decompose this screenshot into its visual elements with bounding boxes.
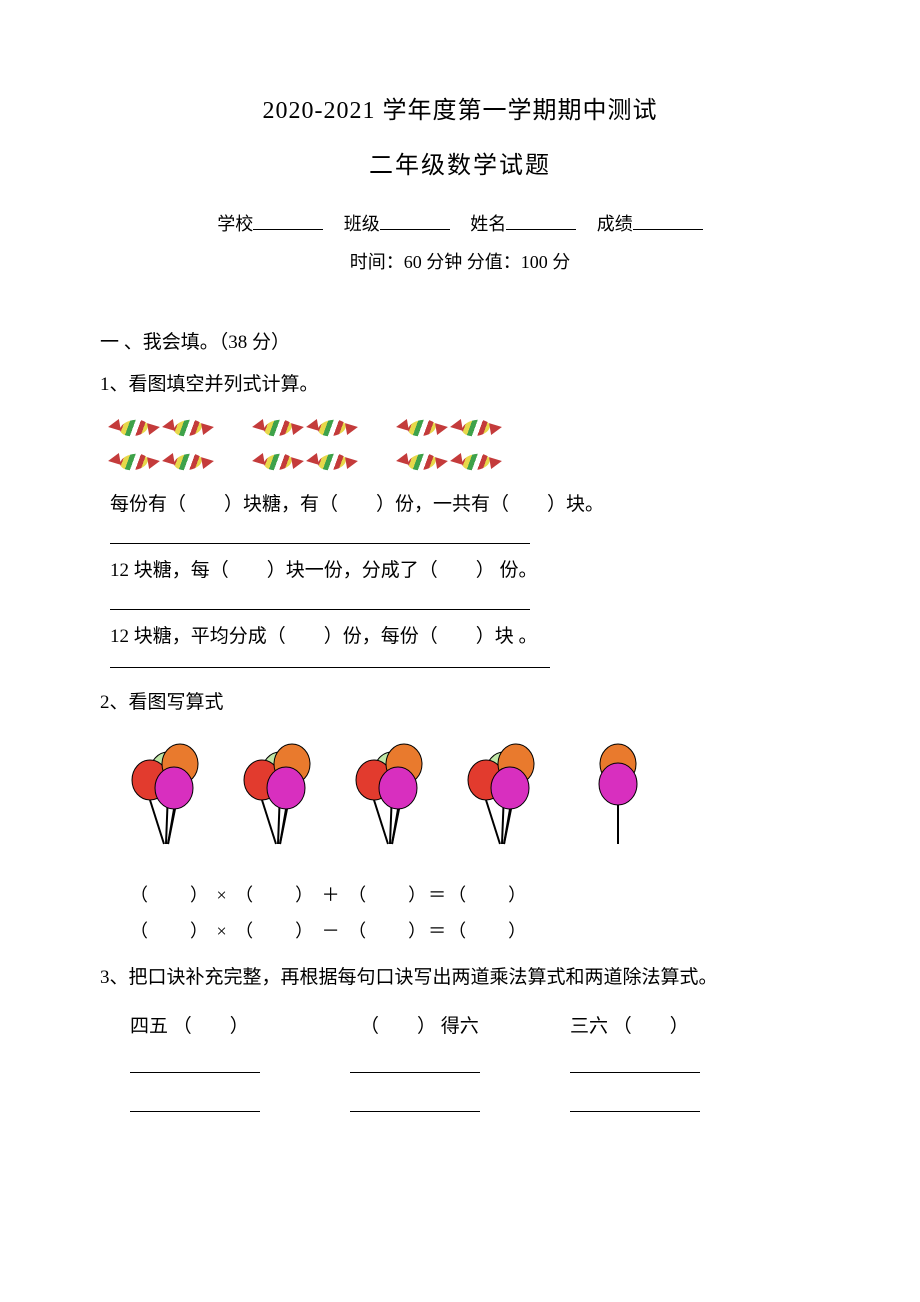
balloon-bunch: [456, 742, 546, 857]
q2-prompt: 2、看图写算式: [100, 684, 820, 722]
blank-school[interactable]: [253, 211, 323, 230]
group-gap: [218, 448, 248, 476]
q3-blank-3a[interactable]: [570, 1056, 700, 1073]
balloon-single-icon: [588, 742, 648, 852]
exam-title-line2: 二年级数学试题: [100, 145, 820, 180]
candy-icon: [398, 448, 446, 476]
q1-answer-line2[interactable]: [110, 608, 530, 610]
q1-prompt: 1、看图填空并列式计算。: [100, 366, 820, 404]
q3-item-3: 三六 （ ）: [570, 1011, 770, 1038]
balloon-bunch-icon: [232, 742, 322, 852]
q3-blank-1b[interactable]: [130, 1095, 260, 1112]
q1-line2: 12 块糖，每（ ）块一份，分成了（ ） 份。: [110, 552, 820, 590]
q3-blank-3b[interactable]: [570, 1095, 700, 1112]
candy-icon: [398, 414, 446, 442]
candy-icon: [452, 414, 500, 442]
group-gap: [362, 448, 392, 476]
candy-icon: [452, 448, 500, 476]
candy-icon: [308, 448, 356, 476]
q3-blank-1a[interactable]: [130, 1056, 260, 1073]
balloon-bunch: [120, 742, 210, 857]
label-class: 班级: [344, 214, 380, 234]
candy-icon: [308, 414, 356, 442]
label-name: 姓名: [470, 214, 506, 234]
candy-icon: [164, 414, 212, 442]
q2-equation-1: （ ） × （ ） ＋ （ ）＝（ ）: [130, 877, 820, 913]
balloon-bunch-icon: [456, 742, 546, 852]
q3-prompt: 3、把口诀补充完整，再根据每句口诀写出两道乘法算式和两道除法算式。: [100, 959, 820, 997]
q3-blank-2a[interactable]: [350, 1056, 480, 1073]
q1-answer-line3[interactable]: [110, 666, 550, 668]
candy-icon: [110, 414, 158, 442]
blank-name[interactable]: [506, 211, 576, 230]
q1-candy-figure: [110, 414, 820, 476]
label-school: 学校: [217, 214, 253, 234]
exam-title-line1: 2020-2021 学年度第一学期期中测试: [100, 90, 820, 125]
q3-blank-2b[interactable]: [350, 1095, 480, 1112]
candy-icon: [164, 448, 212, 476]
candy-row: [110, 414, 820, 442]
candy-icon: [110, 448, 158, 476]
q2-balloons-figure: [120, 742, 820, 857]
group-gap: [218, 414, 248, 442]
candy-icon: [254, 414, 302, 442]
q1-line1: 每份有（ ）块糖，有（ ）份，一共有（ ）块。: [110, 486, 820, 524]
student-info-line: 学校 班级 姓名 成绩: [100, 210, 820, 236]
balloon-bunch: [344, 742, 434, 857]
q3-mnemonic-row: 四五 （ ） （ ） 得六 三六 （ ）: [130, 1011, 820, 1038]
balloon-extra: [588, 742, 648, 857]
q1-answer-line1[interactable]: [110, 542, 530, 544]
q1-line3: 12 块糖，平均分成（ ）份，每份（ ）块 。: [110, 618, 820, 656]
section-1-heading: 一 、我会填。（38 分）: [100, 324, 820, 362]
page: 2020-2021 学年度第一学期期中测试 二年级数学试题 学校 班级 姓名 成…: [0, 0, 920, 1302]
q3-item-1: 四五 （ ）: [130, 1011, 350, 1038]
q2-equation-2: （ ） × （ ） － （ ）＝（ ）: [130, 913, 820, 949]
label-score: 成绩: [597, 214, 633, 234]
balloon-bunch-icon: [120, 742, 210, 852]
candy-icon: [254, 448, 302, 476]
q3-item-2: （ ） 得六: [360, 1011, 560, 1038]
group-gap: [362, 414, 392, 442]
time-value-line: 时间：60 分钟 分值：100 分: [100, 248, 820, 274]
q3-answer-row-1: [130, 1056, 820, 1073]
candy-row: [110, 448, 820, 476]
balloon-bunch-icon: [344, 742, 434, 852]
balloon-bunch: [232, 742, 322, 857]
blank-class[interactable]: [380, 211, 450, 230]
blank-score[interactable]: [633, 211, 703, 230]
q3-answer-row-2: [130, 1095, 820, 1112]
